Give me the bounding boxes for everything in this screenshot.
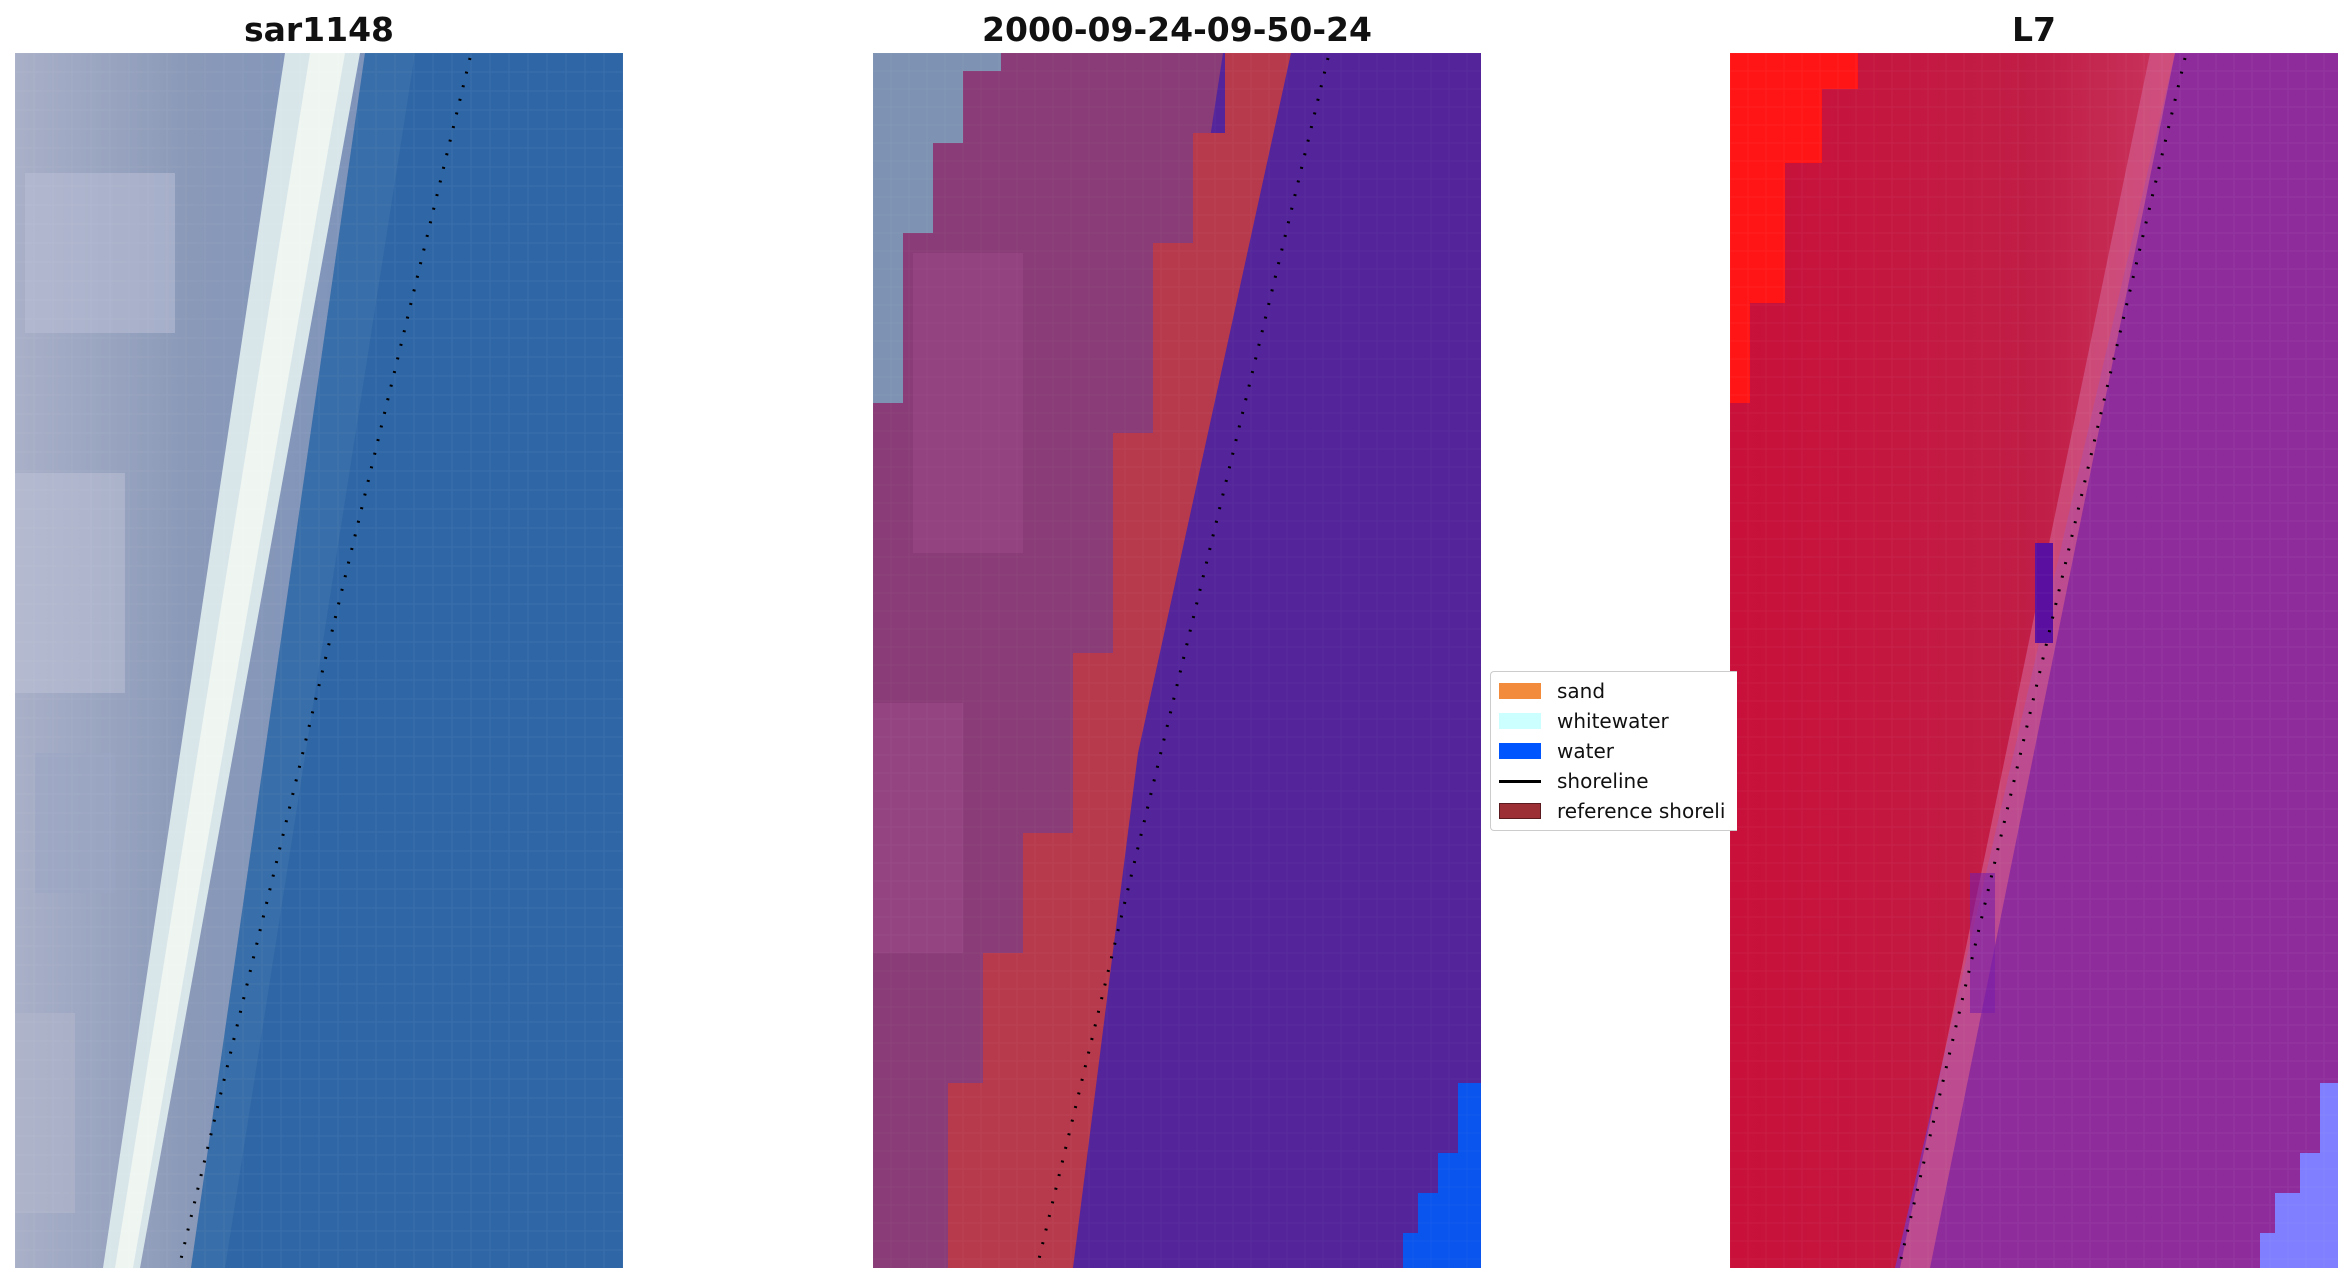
- legend-item-sand: sand: [1499, 678, 1605, 704]
- legend-label: whitewater: [1557, 709, 1669, 733]
- water-swatch-icon: [1499, 743, 1541, 759]
- classified-image: [873, 53, 1481, 1268]
- legend-label: water: [1557, 739, 1614, 763]
- l7-image-panel: [1730, 53, 2338, 1268]
- classified-image-panel: [873, 53, 1481, 1268]
- legend-label: reference shoreli: [1557, 799, 1726, 823]
- legend-label: sand: [1557, 679, 1606, 703]
- legend-item-shoreline: shoreline: [1499, 768, 1649, 794]
- legend-item-water: water: [1499, 738, 1614, 764]
- panel-title-l7: L7: [2012, 10, 2056, 49]
- sand-swatch-icon: [1499, 683, 1541, 699]
- legend-item-reference-shoreline: reference shoreli: [1499, 798, 1725, 824]
- legend: sand whitewater water shoreline referenc…: [1490, 671, 1737, 831]
- whitewater-swatch-icon: [1499, 713, 1541, 729]
- legend-label: shoreline: [1557, 769, 1649, 793]
- legend-item-whitewater: whitewater: [1499, 708, 1669, 734]
- l7-image: [1730, 53, 2338, 1268]
- rgb-image-panel: [15, 53, 623, 1268]
- panel-title-classified: 2000-09-24-09-50-24: [982, 10, 1372, 49]
- reference-shoreline-swatch-icon: [1499, 803, 1541, 819]
- panel-title-rgb: sar1148: [243, 10, 395, 49]
- rgb-image: [15, 53, 623, 1268]
- shoreline-line-icon: [1499, 779, 1541, 783]
